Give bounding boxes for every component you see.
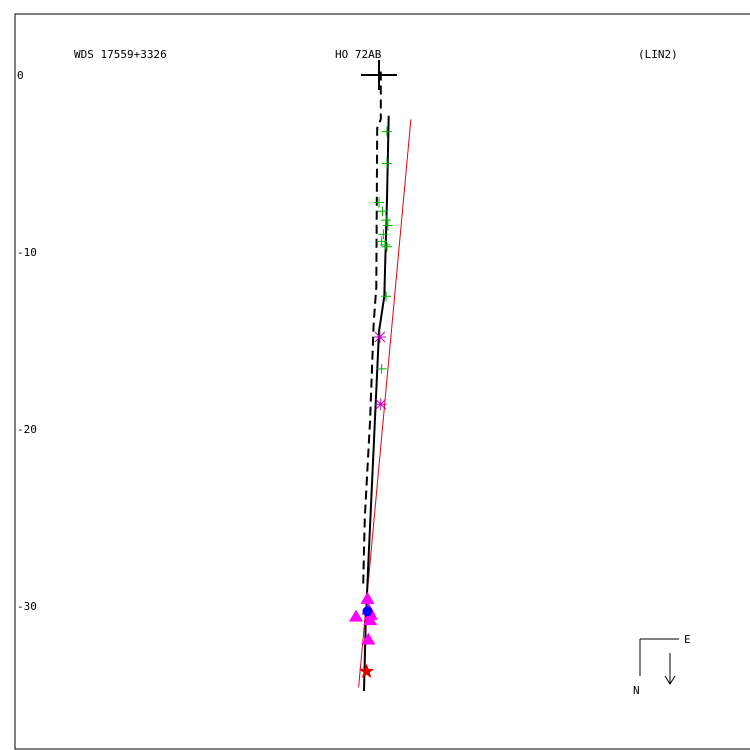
y-tick-labels: 0 -10 -20 -30 [17,69,37,613]
plot-frame [14,13,750,750]
compass: E N [633,633,691,697]
micrometer-point [381,158,392,169]
compass-arrow-head [664,675,676,685]
orbit-dashed-line [362,71,382,589]
micrometer-point [378,229,389,240]
triangle-point [360,591,375,604]
data-marks [348,60,397,678]
y-tick-label: -10 [17,246,37,259]
triangle-point [363,613,378,626]
discoverer-label: HO 72AB [335,48,382,61]
compass-north-label: N [633,684,640,697]
micrometer-point [381,126,392,137]
y-tick-label: -30 [17,600,37,613]
y-tick-label: -20 [17,423,37,436]
micrometer-point [374,197,384,208]
micrometer-point [377,206,388,217]
triangle-point [361,632,376,645]
micrometer-point [381,241,392,252]
micrometer-point [382,220,393,231]
triangle-point [348,609,363,622]
micrometer-point [376,363,387,374]
y-tick-label: 0 [17,69,24,82]
wds-label: WDS 17559+3326 [74,48,167,61]
compass-east-label: E [684,633,691,646]
micrometer-point [381,291,392,302]
circle-point [362,606,373,617]
speckle-point [374,398,387,411]
speckle-point [373,330,386,343]
micrometer-point [381,215,392,226]
star-point [359,663,375,678]
primary-star-marker [361,60,397,90]
micrometer-point [380,239,391,250]
fit-code-label: (LIN2) [638,48,678,61]
